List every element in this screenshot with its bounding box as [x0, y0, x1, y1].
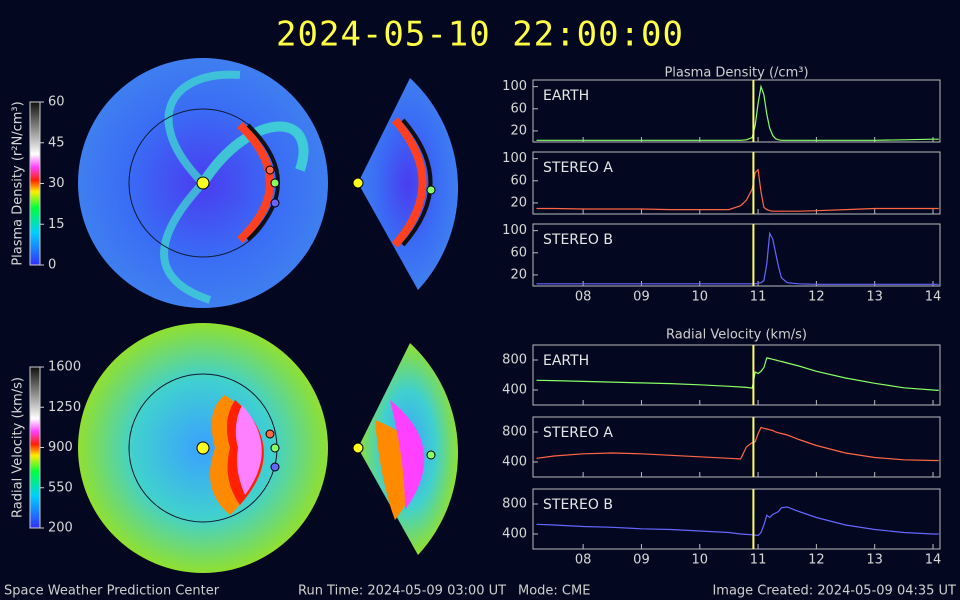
panel-frame	[532, 151, 941, 215]
colorbar-tick-label: 60	[48, 95, 65, 110]
panel-title: Radial Velocity (km/s)	[666, 328, 807, 343]
panel-frame	[532, 416, 941, 478]
y-tick-label: 400	[502, 527, 527, 542]
series-line	[536, 168, 939, 212]
y-tick-label: 60	[510, 173, 527, 188]
series-name: STEREO A	[543, 425, 613, 441]
x-tick-label: 09	[633, 553, 650, 568]
series-line	[536, 231, 939, 285]
x-tick-label: 10	[691, 553, 708, 568]
colorbar-tick-label: 1600	[48, 360, 81, 375]
x-tick-label: 13	[866, 553, 883, 568]
y-tick-label: 60	[510, 101, 527, 116]
series-line	[536, 357, 939, 391]
colorbar-tick-label: 200	[48, 521, 73, 536]
colorbar-label: Radial Velocity (km/s)	[11, 377, 26, 518]
footer-mode: Mode: CME	[518, 584, 590, 599]
y-tick-label: 60	[510, 245, 527, 260]
density-maps	[78, 58, 459, 308]
series-line	[536, 84, 939, 141]
x-tick-label: 12	[808, 290, 825, 305]
panel-frame	[532, 79, 941, 143]
colorbar-tick-label: 0	[48, 258, 56, 273]
y-tick-label: 400	[502, 383, 527, 398]
colorbar-label: Plasma Density (r²N/cm³)	[11, 101, 26, 265]
y-tick-label: 400	[502, 455, 527, 470]
x-tick-label: 13	[866, 290, 883, 305]
series-name: STEREO A	[543, 160, 613, 176]
x-tick-label: 08	[575, 290, 592, 305]
panel-frame	[532, 223, 941, 287]
y-tick-label: 100	[502, 151, 527, 166]
x-tick-label: 11	[750, 553, 767, 568]
y-tick-label: 800	[502, 425, 527, 440]
series-name: EARTH	[543, 88, 589, 104]
y-tick-label: 100	[502, 223, 527, 238]
colorbar-tick-label: 30	[48, 176, 65, 191]
footer-center: Space Weather Prediction Center	[4, 584, 220, 599]
y-tick-label: 800	[502, 497, 527, 512]
y-tick-label: 20	[510, 195, 527, 210]
x-tick-label: 10	[691, 290, 708, 305]
colorbar	[29, 101, 41, 266]
time-title: 2024-05-10 22:00:00	[276, 15, 684, 55]
x-tick-label: 14	[925, 553, 942, 568]
series-name: STEREO B	[543, 497, 613, 513]
series-name: STEREO B	[543, 232, 613, 248]
colorbar-tick-label: 1250	[48, 400, 81, 415]
colorbar-tick-label: 15	[48, 217, 65, 232]
series-line	[536, 506, 939, 537]
velocity-maps	[78, 323, 459, 573]
colorbar-tick-label: 550	[48, 480, 73, 495]
x-tick-label: 08	[575, 553, 592, 568]
x-tick-label: 12	[808, 553, 825, 568]
y-tick-label: 100	[502, 79, 527, 94]
y-tick-label: 20	[510, 123, 527, 138]
series-name: EARTH	[543, 353, 589, 369]
y-tick-label: 20	[510, 267, 527, 282]
x-tick-label: 09	[633, 290, 650, 305]
footer-created: Image Created: 2024-05-09 04:35 UT	[712, 584, 956, 599]
x-tick-label: 14	[925, 290, 942, 305]
panel-frame	[532, 344, 941, 406]
footer-run-time: Run Time: 2024-05-09 03:00 UT	[298, 584, 506, 599]
colorbar-tick-label: 900	[48, 440, 73, 455]
colorbar-tick-label: 45	[48, 135, 65, 150]
panel-frame	[532, 488, 941, 550]
panel-title: Plasma Density (/cm³)	[664, 66, 808, 81]
y-tick-label: 800	[502, 353, 527, 368]
colorbar	[29, 366, 41, 529]
x-tick-label: 11	[750, 290, 767, 305]
series-line	[536, 426, 939, 462]
